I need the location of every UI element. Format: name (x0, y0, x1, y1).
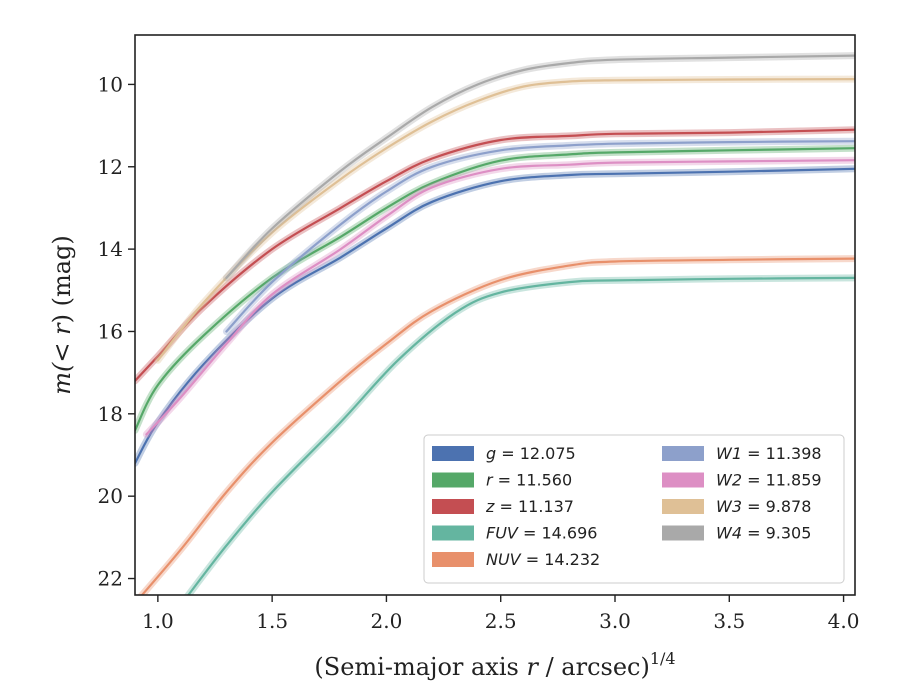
series-line-z (135, 128, 855, 382)
legend-label-r: r = 11.560 (486, 471, 572, 490)
legend-swatch-z (432, 499, 474, 514)
legend-series-name: r (486, 471, 494, 490)
legend-series-name: NUV (486, 550, 522, 569)
x-axis-label-exp: 1/4 (650, 649, 676, 668)
legend-label-g: g = 12.075 (486, 444, 576, 463)
legend-equals: = (742, 444, 766, 463)
x-tick-label: 3.0 (599, 609, 631, 633)
legend-label-w1: W1 = 11.398 (716, 444, 822, 463)
y-axis-label-var: < r (48, 322, 76, 363)
series-line-r (135, 147, 855, 432)
x-axis-label-suffix: / arcsec) (538, 653, 650, 681)
x-tick-label: 3.5 (713, 609, 745, 633)
legend-series-name: W4 (716, 524, 742, 543)
legend-equals: = (521, 550, 545, 569)
x-tick-label: 1.0 (142, 609, 174, 633)
legend-swatch-fuv (432, 525, 474, 541)
legend-label-fuv: FUV = 14.696 (486, 524, 597, 543)
y-tick-label: 10 (98, 72, 123, 96)
x-axis-label-prefix: (Semi-major axis (314, 653, 526, 681)
legend-swatch-r (432, 472, 474, 488)
series-line-g (135, 167, 855, 465)
legend-series-value: 14.232 (544, 550, 600, 569)
legend-series-value: 14.696 (541, 524, 597, 543)
y-tick-label: 22 (98, 567, 123, 591)
legend-series-value: 11.560 (516, 471, 572, 490)
y-tick-label: 14 (98, 237, 123, 261)
legend-equals: = (496, 444, 520, 463)
legend: g = 12.075 r = 11.560 z = 11.137 FUV = 14.6… (423, 434, 845, 584)
y-tick-label: 12 (98, 155, 123, 179)
series-line-w4 (225, 54, 855, 279)
series-line-fuv (187, 276, 855, 595)
x-tick-label: 2.0 (371, 609, 403, 633)
legend-series-value: 11.137 (518, 497, 574, 516)
series-band-w3 (154, 75, 855, 364)
x-axis-label-var: r (526, 653, 539, 681)
x-axis-label: (Semi-major axis r / arcsec)1/4 (314, 649, 675, 681)
legend-series-value: 11.859 (766, 471, 822, 490)
legend-swatch-w3 (662, 499, 704, 514)
legend-swatch-nuv (432, 552, 474, 567)
legend-series-name: FUV (486, 524, 519, 543)
y-tick-label: 20 (98, 484, 123, 508)
y-tick-label: 18 (98, 402, 123, 426)
legend-equals: = (494, 497, 518, 516)
legend-label-z: z = 11.137 (485, 497, 574, 516)
x-tick-label: 2.5 (485, 609, 517, 633)
legend-swatch-g (432, 446, 474, 461)
legend-frame (423, 434, 845, 584)
series-band-r (135, 144, 855, 434)
series-line-w2 (145, 159, 855, 436)
y-tick-label: 16 (98, 319, 123, 343)
legend-series-name: W3 (716, 497, 742, 516)
tick-layer: 1.0 1.5 2.0 2.5 3.0 3.5 4.0 10 12 14 16 18 20 22 (98, 72, 860, 633)
y-axis-label-prefix: m( (48, 362, 76, 395)
legend-swatch-w2 (662, 472, 704, 488)
legend-swatch-w1 (662, 446, 704, 461)
legend-series-value: 9.878 (766, 497, 812, 516)
series-layer (135, 52, 855, 595)
plot-frame (134, 34, 856, 596)
legend-series-value: 9.305 (766, 524, 812, 543)
legend-series-name: z (485, 497, 495, 516)
legend-label-nuv: NUV = 14.232 (486, 550, 600, 569)
series-line-nuv (140, 257, 855, 595)
legend-equals: = (742, 497, 766, 516)
legend-series-name: W1 (716, 444, 742, 463)
series-line-w3 (156, 78, 855, 362)
legend-equals: = (493, 471, 517, 490)
x-tick-label: 1.5 (256, 609, 288, 633)
legend-series-value: 11.398 (766, 444, 822, 463)
legend-equals: = (742, 471, 766, 490)
legend-label-w3: W3 = 9.878 (716, 497, 811, 516)
x-tick-label: 4.0 (828, 609, 860, 633)
series-line-w1 (225, 140, 855, 333)
legend-series-name: g (486, 444, 496, 463)
legend-series-name: W2 (716, 471, 742, 490)
legend-equals: = (742, 524, 766, 543)
legend-equals: = (518, 524, 542, 543)
legend-series-value: 12.075 (520, 444, 576, 463)
y-axis-label-suffix: ) (mag) (48, 235, 76, 323)
legend-label-w2: W2 = 11.859 (716, 471, 822, 490)
legend-label-w4: W4 = 9.305 (716, 524, 811, 543)
legend-swatch-w4 (662, 525, 704, 541)
y-axis-label: m(< r) (mag) (48, 235, 76, 395)
